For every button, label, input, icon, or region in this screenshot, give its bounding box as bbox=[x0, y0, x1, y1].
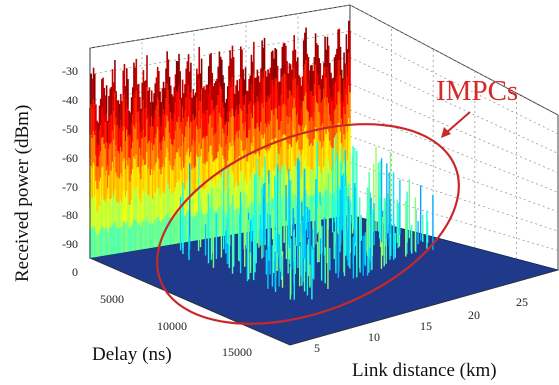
z-tick-label: -30 bbox=[62, 64, 78, 78]
delay-ticks: 5000 10000 15000 bbox=[100, 292, 252, 359]
distance-tick-label: 10 bbox=[368, 330, 380, 344]
impc-arrow-head bbox=[441, 127, 451, 138]
front-left-edge bbox=[89, 257, 291, 346]
grid-line bbox=[349, 135, 559, 213]
impc-highlight-ellipse bbox=[156, 123, 460, 325]
distance-tick-label: 20 bbox=[468, 308, 480, 322]
grid-line bbox=[89, 4, 351, 49]
impc-annotation-arrow bbox=[445, 111, 471, 134]
distance-axis-label: Link distance (km) bbox=[352, 360, 497, 381]
grid-line bbox=[349, 162, 559, 232]
z-ticks: -30 -40 -50 -60 -70 -80 -90 0 bbox=[62, 64, 78, 279]
delay-tick-label: 15000 bbox=[222, 345, 252, 359]
z-tick-label: 0 bbox=[72, 265, 78, 279]
grid-line bbox=[349, 30, 559, 135]
grid-line bbox=[349, 4, 559, 115]
delay-tick-label: 5000 bbox=[100, 292, 124, 306]
z-tick-label: -90 bbox=[62, 237, 78, 251]
delay-tick-label: 10000 bbox=[157, 319, 187, 333]
delay-axis-label: Delay (ns) bbox=[92, 344, 172, 365]
z-tick-label: -40 bbox=[62, 93, 78, 107]
z-tick-label: -50 bbox=[62, 122, 78, 136]
grid-line bbox=[349, 109, 559, 193]
distance-ticks: 5 10 15 20 25 bbox=[314, 295, 528, 355]
distance-tick-label: 25 bbox=[516, 295, 528, 309]
distance-tick-label: 15 bbox=[420, 319, 432, 333]
impc-annotation-label: IMPCs bbox=[436, 75, 518, 107]
z-tick-label: -60 bbox=[62, 151, 78, 165]
distance-tick-label: 5 bbox=[314, 341, 320, 355]
power-spikes bbox=[89, 20, 434, 300]
front-right-edge bbox=[289, 269, 559, 346]
z-tick-label: -70 bbox=[62, 180, 78, 194]
z-axis-label: Received power (dBm) bbox=[12, 105, 33, 282]
z-tick-label: -80 bbox=[62, 208, 78, 222]
grid-line bbox=[349, 57, 559, 154]
